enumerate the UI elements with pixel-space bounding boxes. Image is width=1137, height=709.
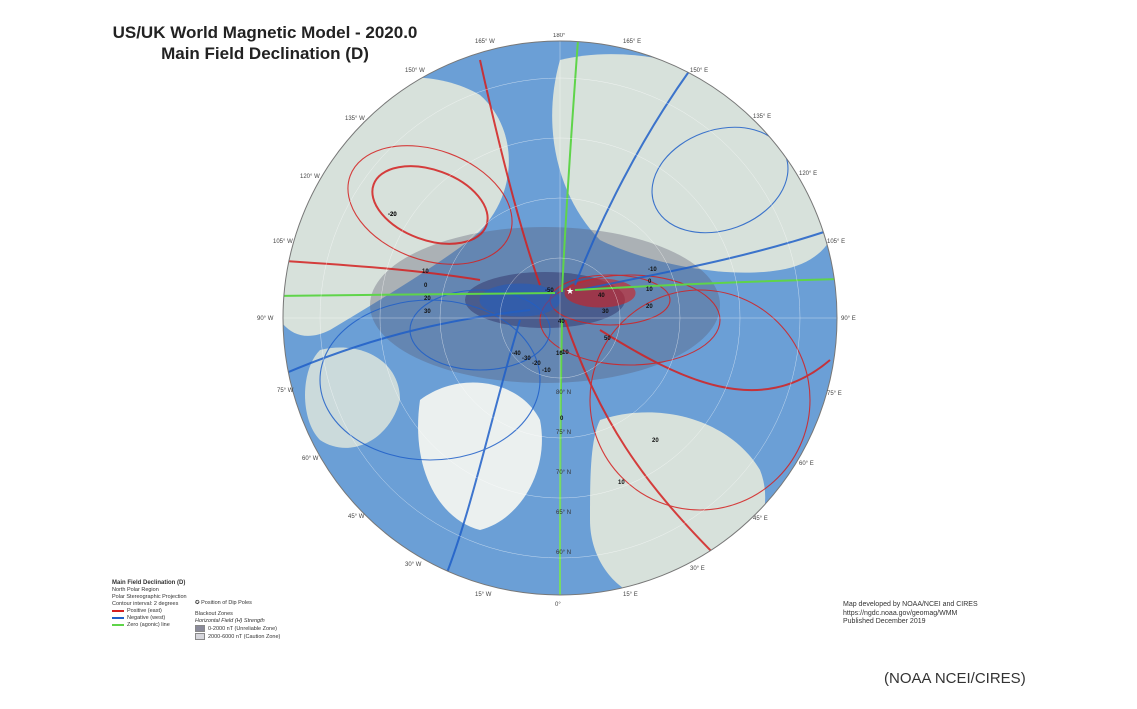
contour-label: 30 (424, 309, 431, 315)
lon-label: 105° E (827, 239, 845, 245)
contour-label: -20 (388, 212, 397, 218)
legend-line: North Polar Region (112, 587, 159, 593)
lon-label: 45° E (753, 516, 768, 522)
contour-label: 10 (422, 269, 429, 275)
lon-label: 75° E (827, 391, 842, 397)
contour-label: 0 (560, 416, 564, 422)
zero-swatch (112, 623, 124, 626)
lon-label: 165° W (475, 39, 495, 45)
image-caption: (NOAA NCEI/CIRES) (884, 670, 1026, 687)
contour-label: 20 (424, 296, 431, 302)
positive-label: Positive (east) (127, 608, 162, 614)
contour-label: 10 (618, 480, 625, 486)
lon-label: 15° W (475, 592, 492, 598)
map-border (282, 40, 838, 596)
lon-label: 60° E (799, 461, 814, 467)
contour-label: 20 (646, 304, 653, 310)
caution-swatch (195, 632, 205, 640)
positive-contours (283, 59, 831, 561)
map-credits: Map developed by NOAA/NCEI and CIRES htt… (843, 601, 978, 627)
lon-label: 45° W (348, 514, 365, 520)
lon-label: 15° E (623, 592, 638, 598)
credits-line-3: Published December 2019 (843, 618, 926, 625)
zero-label: Zero (agonic) line (127, 622, 170, 628)
contour-label: 50 (604, 336, 611, 342)
contour-label: 20 (652, 438, 659, 444)
lon-label: 120° E (799, 171, 817, 177)
contour-label: 0 (424, 283, 428, 289)
latitude-labels: 80° N 75° N 70° N 65° N 60° N (556, 390, 571, 556)
credits-line-2: https://ngdc.noaa.gov/geomag/WMM (843, 609, 958, 617)
lon-label: 135° E (753, 114, 771, 120)
contour-label: -30 (522, 356, 531, 362)
legend-line: Contour interval: 2 degrees (112, 601, 179, 607)
lat-label: 65° N (556, 510, 571, 516)
contour-label: 10 (556, 351, 563, 357)
lon-label: 150° E (690, 68, 708, 74)
blackout-title: Blackout Zones (195, 611, 233, 617)
contour-label: -10 (648, 267, 657, 273)
positive-swatch (112, 609, 124, 612)
lon-label: 90° W (257, 316, 274, 322)
negative-label: Negative (west) (127, 615, 166, 621)
blackout-sub: Horizontal Field (H) Strength (195, 618, 265, 624)
lat-label: 75° N (556, 430, 571, 436)
lon-label: 0° (555, 602, 561, 608)
lon-label: 90° E (841, 316, 856, 322)
credits-line-1: Map developed by NOAA/NCEI and CIRES (843, 601, 978, 608)
contour-label: 10 (646, 287, 653, 293)
dip-pole-marker: ★ (566, 286, 574, 296)
contour-label: -20 (532, 361, 541, 367)
lon-label: 30° E (690, 566, 705, 572)
negative-swatch (112, 616, 124, 619)
dip-poles-label: Position of Dip Poles (201, 600, 252, 606)
map-legend: Main Field Declination (D) North Polar R… (112, 580, 202, 629)
contour-label: -10 (542, 368, 551, 374)
lon-label: 120° W (300, 174, 320, 180)
title-line-2: Main Field Declination (D) (161, 44, 369, 63)
contour-label: 0 (648, 279, 652, 285)
lat-label: 60° N (556, 550, 571, 556)
map-title: US/UK World Magnetic Model - 2020.0 Main… (95, 22, 435, 64)
zero-lines (283, 41, 837, 595)
legend-dip-poles: ✪ Position of Dip Poles (195, 600, 305, 607)
lon-label: 165° E (623, 39, 641, 45)
legend-caution: 2000-6000 nT (Caution Zone) (195, 632, 305, 641)
legend-line: Polar Stereographic Projection (112, 594, 187, 600)
contour-label: -20 (388, 212, 397, 218)
title-line-1: US/UK World Magnetic Model - 2020.0 (112, 23, 418, 42)
unreliable-swatch (195, 625, 205, 632)
lon-label: 135° W (345, 116, 365, 122)
contour-labels: -50 -40 -30 -20 -10 0 10 20 30 40 50 10 … (388, 212, 659, 486)
legend-positive: Positive (east) (112, 608, 202, 615)
caution-label: 2000-6000 nT (Caution Zone) (208, 633, 281, 640)
lon-label: 150° W (405, 68, 425, 74)
negative-contours (283, 69, 831, 591)
legend-zero: Zero (agonic) line (112, 622, 202, 629)
legend-unreliable: 0-2000 nT (Unreliable Zone) (195, 625, 305, 633)
contour-label: -10 (560, 350, 569, 356)
lon-label: 180° (553, 33, 566, 39)
contour-label: 30 (602, 309, 609, 315)
land-greenland (418, 382, 542, 530)
lat-label: 80° N (556, 390, 571, 396)
land-canada-islands (305, 347, 400, 448)
blackout-legend: ✪ Position of Dip Poles Blackout Zones H… (195, 600, 305, 641)
legend-negative: Negative (west) (112, 615, 202, 622)
legend-title: Main Field Declination (D) (112, 580, 186, 586)
contour-label: -50 (545, 288, 554, 294)
longitude-labels: 180° 165° E 150° E 135° E 120° E 105° E … (257, 33, 856, 608)
lat-label: 70° N (556, 470, 571, 476)
contour-label: -40 (512, 351, 521, 357)
lon-label: 105° W (273, 239, 293, 245)
dip-pole-icon: ✪ (195, 600, 202, 606)
lon-label: 75° W (277, 388, 294, 394)
graticule (283, 41, 837, 595)
contour-label: 40 (558, 319, 565, 325)
lon-label: 60° W (302, 456, 319, 462)
unreliable-label: 0-2000 nT (Unreliable Zone) (208, 625, 277, 632)
lon-label: 30° W (405, 562, 422, 568)
contour-label: 40 (598, 293, 605, 299)
